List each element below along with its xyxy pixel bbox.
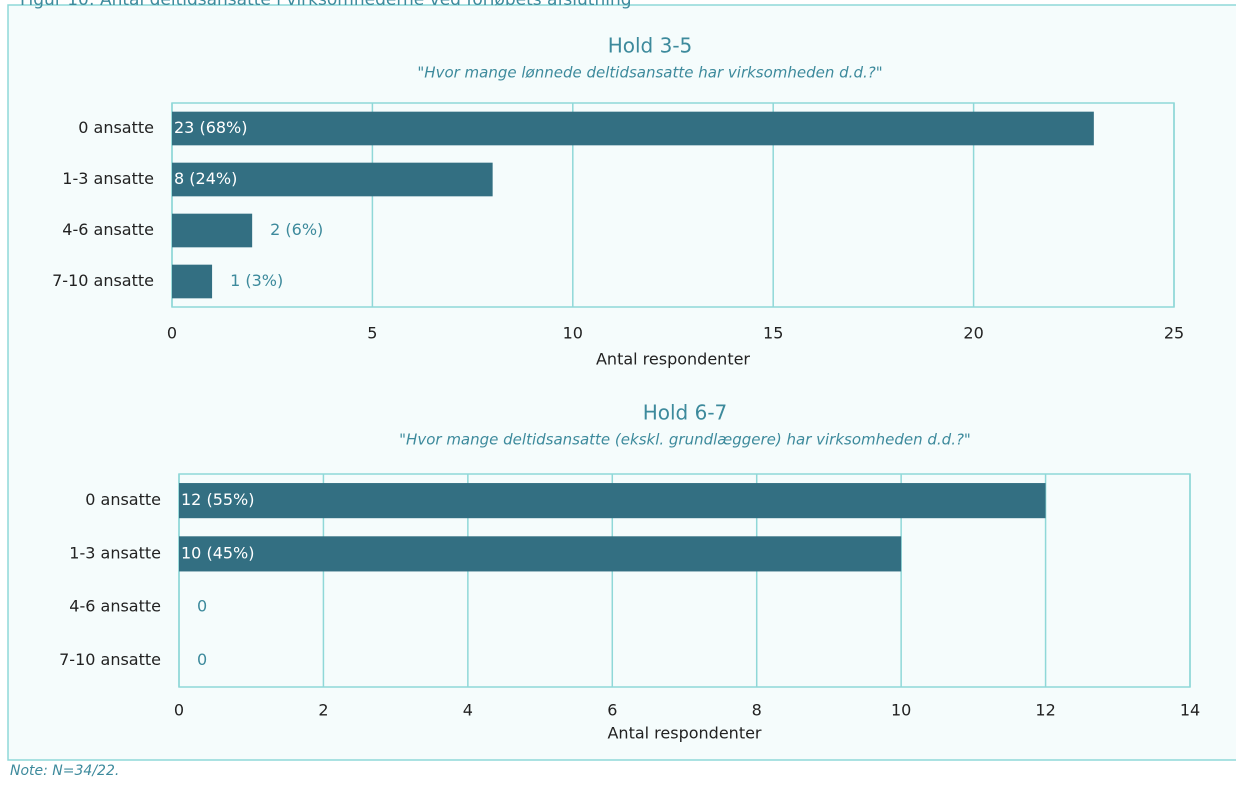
x-tick-label: 14	[1180, 701, 1200, 720]
bar	[172, 213, 253, 248]
x-tick-label: 10	[891, 701, 911, 720]
y-tick-label: 1-3 ansatte	[69, 543, 161, 562]
chart-title: Hold 3-5	[608, 34, 693, 58]
bar	[172, 264, 213, 299]
note: Note: N=34/22.	[10, 763, 119, 779]
bar	[172, 111, 1094, 146]
x-tick-label: 10	[563, 324, 583, 343]
x-tick-label: 15	[763, 324, 783, 343]
y-tick-label: 0 ansatte	[85, 490, 161, 509]
chart-subtitle: "Hvor mange deltidsansatte (ekskl. grund…	[399, 431, 971, 449]
bar	[172, 162, 493, 197]
x-tick-label: 25	[1164, 324, 1184, 343]
x-axis-label: Antal respondenter	[607, 724, 761, 743]
x-tick-label: 0	[174, 701, 184, 720]
y-tick-label: 7-10 ansatte	[59, 650, 161, 669]
data-label: 10 (45%)	[181, 543, 255, 562]
data-label: 2 (6%)	[270, 220, 323, 239]
y-tick-label: 1-3 ansatte	[62, 169, 154, 188]
chart-title: Hold 6-7	[643, 401, 728, 425]
y-tick-label: 4-6 ansatte	[69, 597, 161, 616]
x-tick-label: 6	[607, 701, 617, 720]
data-label: 8 (24%)	[174, 169, 237, 188]
data-label: 0	[197, 650, 207, 669]
figure-title: Figur 10: Antal deltidsansatte i virksom…	[20, 0, 632, 10]
x-tick-label: 0	[167, 324, 177, 343]
x-tick-label: 12	[1035, 701, 1055, 720]
x-tick-label: 2	[318, 701, 328, 720]
x-tick-label: 20	[963, 324, 983, 343]
x-axis-label: Antal respondenter	[596, 350, 750, 369]
y-tick-label: 7-10 ansatte	[52, 271, 154, 290]
data-label: 1 (3%)	[230, 271, 283, 290]
bar	[179, 483, 1046, 519]
data-label: 23 (68%)	[174, 118, 248, 137]
y-tick-label: 4-6 ansatte	[62, 220, 154, 239]
data-label: 0	[197, 597, 207, 616]
bar	[179, 536, 902, 572]
x-tick-label: 8	[752, 701, 762, 720]
chart-subtitle: "Hvor mange lønnede deltidsansatte har v…	[417, 64, 882, 82]
y-tick-label: 0 ansatte	[78, 118, 154, 137]
x-tick-label: 5	[367, 324, 377, 343]
x-tick-label: 4	[463, 701, 473, 720]
data-label: 12 (55%)	[181, 490, 255, 509]
